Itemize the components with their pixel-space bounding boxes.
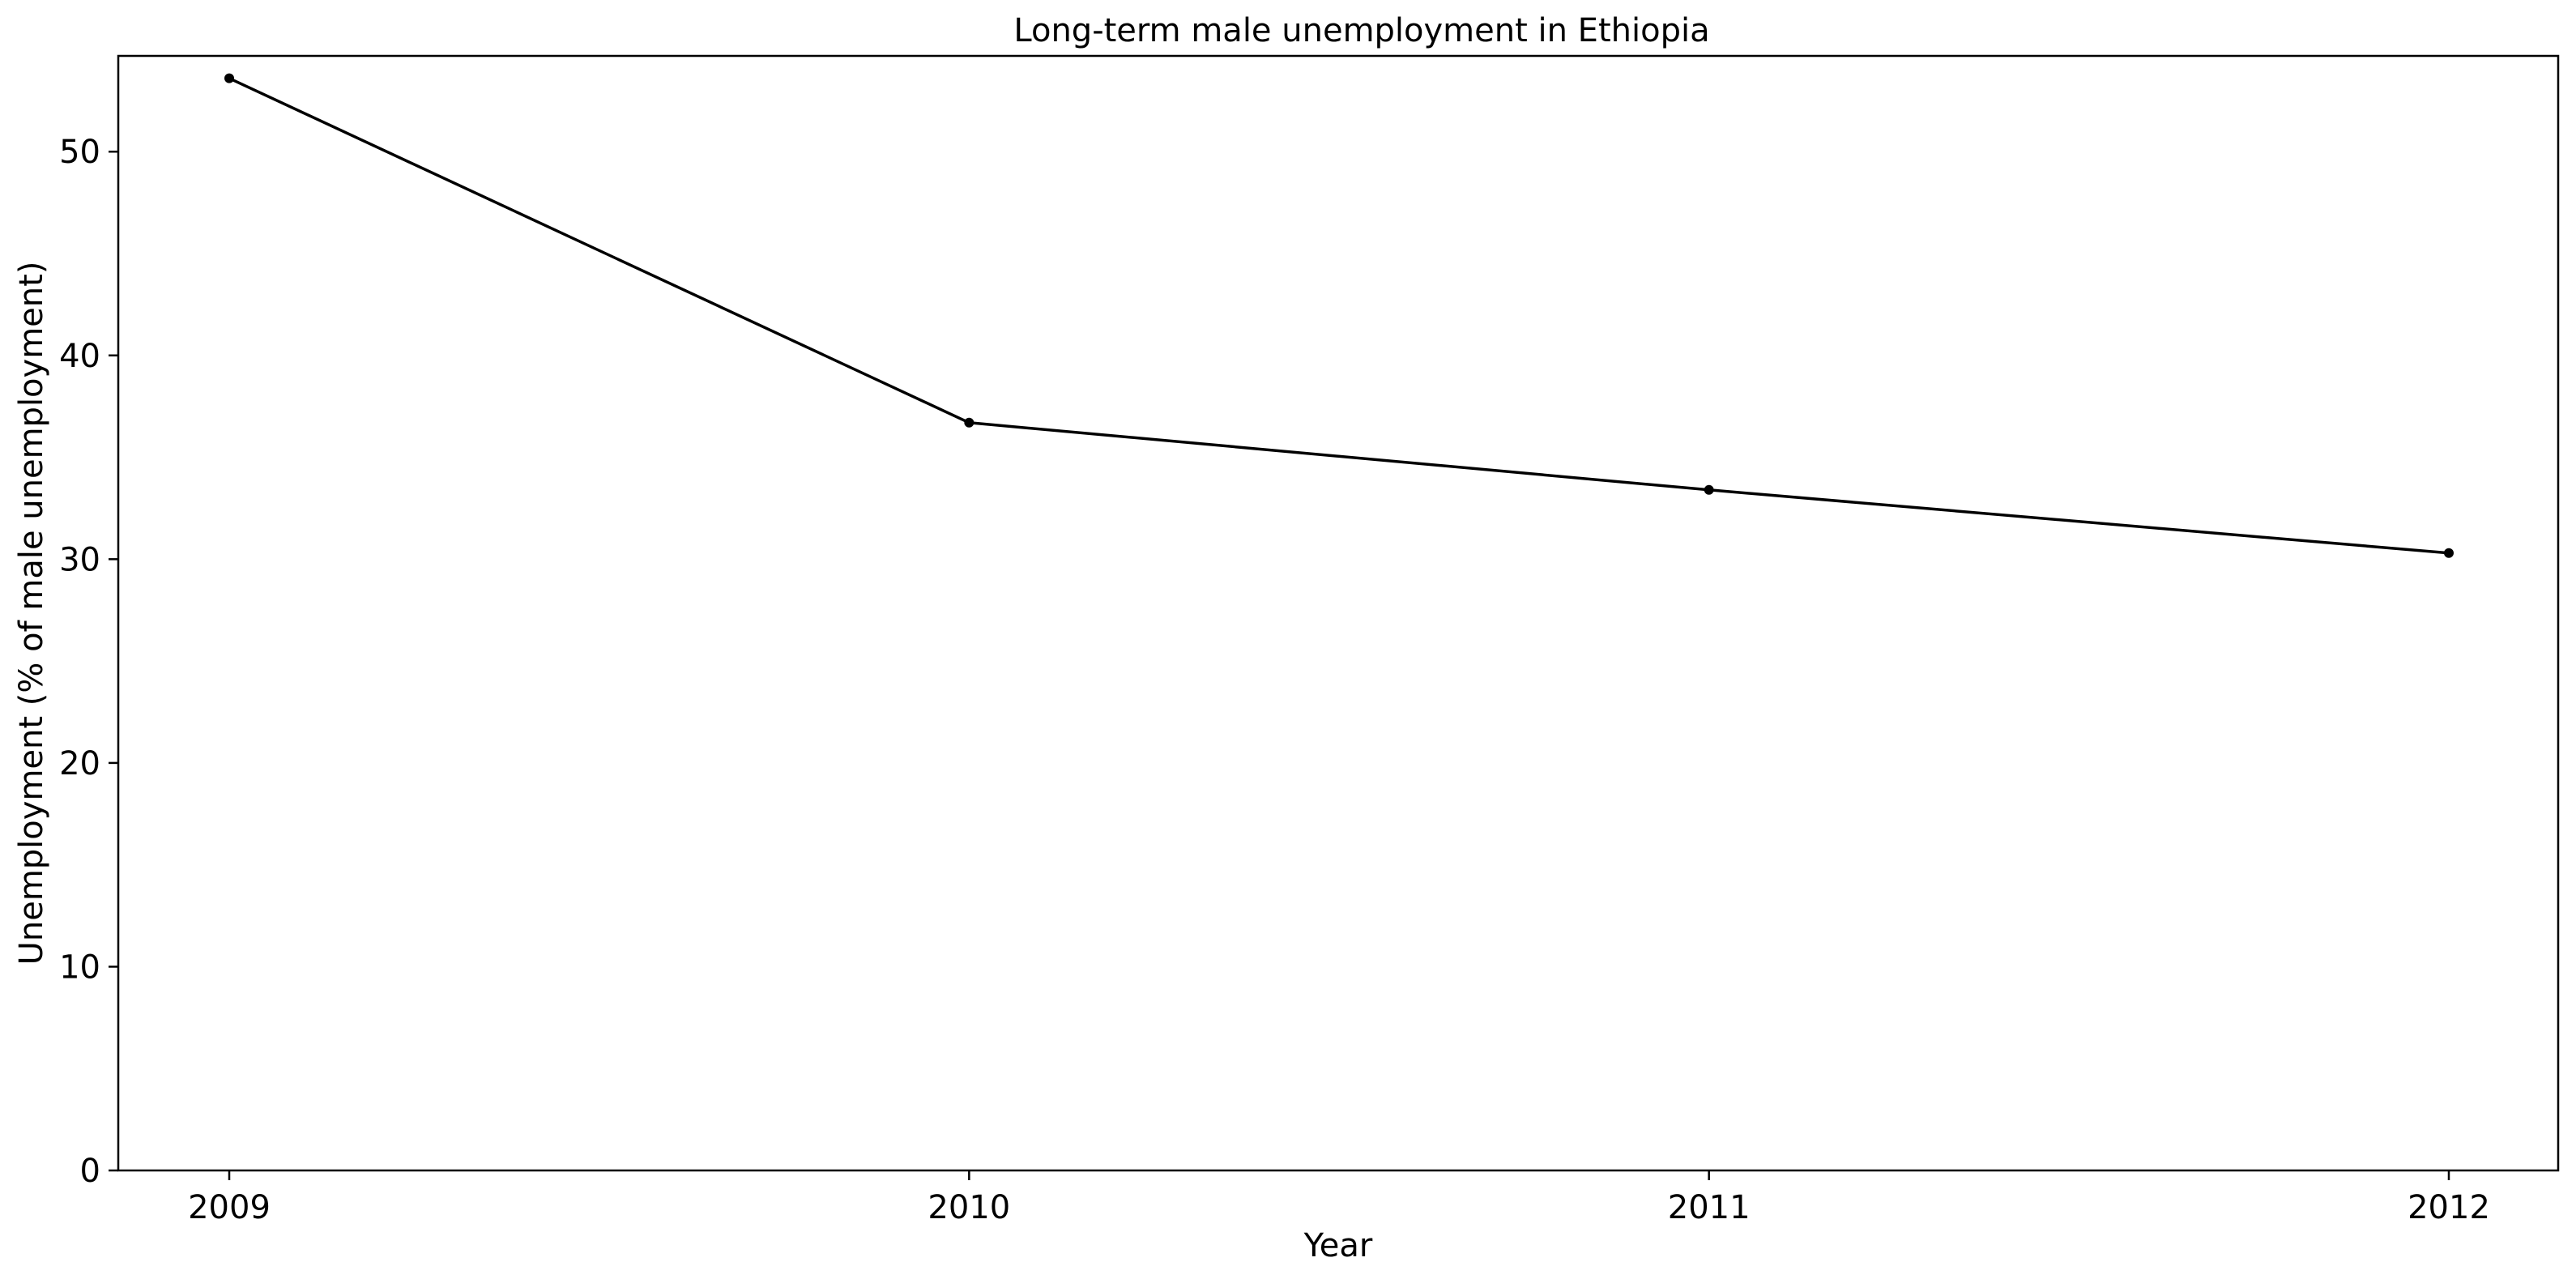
series-layer bbox=[224, 73, 2454, 558]
data-point bbox=[224, 73, 234, 83]
y-tick-label: 0 bbox=[80, 1153, 100, 1190]
data-point bbox=[2444, 548, 2454, 558]
x-tick-label: 2009 bbox=[188, 1189, 271, 1226]
x-axis-label: Year bbox=[1303, 1227, 1373, 1264]
data-point bbox=[964, 417, 975, 428]
y-axis-ticks: 0 10 20 30 40 50 bbox=[59, 134, 118, 1190]
x-tick-label: 2011 bbox=[1668, 1189, 1751, 1226]
y-tick-label: 40 bbox=[59, 338, 100, 375]
y-tick-label: 10 bbox=[59, 949, 100, 986]
x-tick-label: 2012 bbox=[2408, 1189, 2490, 1226]
y-tick-label: 50 bbox=[59, 134, 100, 171]
y-tick-label: 30 bbox=[59, 541, 100, 578]
x-axis-ticks: 2009 2010 2011 2012 bbox=[188, 1170, 2490, 1226]
y-axis-label: Unemployment (% of male unemployment) bbox=[13, 262, 50, 966]
x-tick-label: 2010 bbox=[928, 1189, 1010, 1226]
series-line bbox=[228, 77, 2450, 555]
data-point bbox=[1704, 484, 1714, 495]
plot-area-frame bbox=[117, 54, 2560, 1172]
y-tick-label: 20 bbox=[59, 745, 100, 782]
chart-title: Long-term male unemployment in Ethiopia bbox=[1013, 12, 1709, 49]
